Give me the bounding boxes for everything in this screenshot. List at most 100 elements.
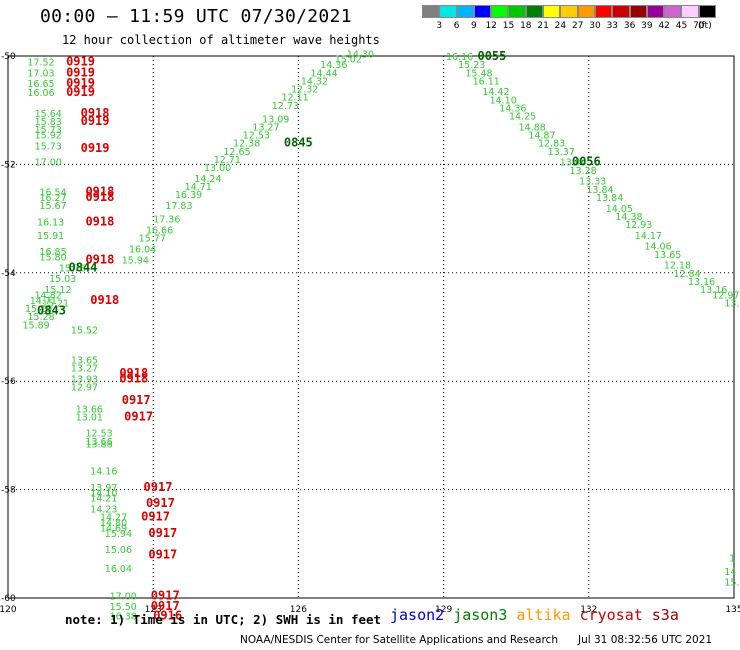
wave-height-value: 14.88	[519, 122, 546, 133]
wave-height-value: 15.19	[25, 304, 52, 315]
wave-height-value: 13.16	[700, 285, 727, 296]
data-labels: 17.5217.0316.6516.0615.6415.8315.7315.92…	[23, 49, 740, 622]
wave-height-value: 13.27	[71, 364, 98, 375]
wave-height-value: 12.65	[223, 147, 250, 158]
wave-height-value: 14.16	[90, 467, 117, 478]
wave-height-value: 14.44	[311, 68, 338, 79]
wave-height-value: 13.84	[596, 193, 623, 204]
chart-subtitle: 12 hour collection of altimeter wave hei…	[62, 33, 380, 47]
wave-height-value: 17.00	[110, 591, 137, 602]
wave-height-value: 14.10	[490, 95, 517, 106]
wave-height-value: 14.30	[347, 49, 374, 60]
wave-height-value: 15.92	[35, 131, 62, 142]
wave-height-value: 14.87	[528, 131, 555, 142]
wave-height-value: 13.44	[560, 158, 587, 169]
wave-height-value: 14.21	[90, 494, 117, 505]
wave-height-value: 15.91	[37, 231, 64, 242]
color-swatch	[422, 5, 440, 18]
x-tick-label: 123	[145, 605, 162, 615]
wave-height-value: 13.65	[71, 356, 98, 367]
color-scale-label: 30	[589, 21, 601, 31]
pass-time-label: 0918	[90, 293, 119, 307]
wave-height-value: 16.04	[129, 244, 156, 255]
wave-height-value: 14.27	[100, 513, 127, 524]
y-tick-label: -50	[1, 52, 16, 62]
wave-height-value: 15.48	[465, 68, 492, 79]
color-swatch	[577, 5, 595, 18]
wave-height-value: 13.33	[579, 177, 606, 188]
wave-height-value: 15.94	[105, 529, 132, 540]
wave-height-value: 13.09	[262, 114, 289, 125]
pass-time-label: 0917	[124, 409, 153, 423]
color-scale-label: 18	[520, 21, 532, 31]
wave-height-value: 14.25	[509, 112, 536, 123]
wave-height-value: 15.67	[39, 201, 66, 212]
grid-lines	[8, 56, 734, 598]
pass-time-label: 0917	[122, 393, 151, 407]
color-swatch	[560, 5, 578, 18]
wave-height-value: 12.38	[233, 139, 260, 150]
wave-height-value: 12.84	[674, 269, 701, 280]
wave-height-value: 13.65	[654, 250, 681, 261]
wave-height-value: 16.66	[146, 225, 173, 236]
wave-height-value: 15.02	[335, 55, 362, 66]
wave-height-value: 14.36	[499, 103, 526, 114]
wave-height-value: 14.71	[30, 296, 57, 307]
wave-height-value: 15.21	[42, 299, 69, 310]
legend-entry: jason3	[453, 606, 508, 624]
wave-height-value: 13.28	[569, 166, 596, 177]
x-tick-label: 126	[290, 605, 307, 615]
wave-height-value: 15.03	[49, 274, 76, 285]
wave-height-value: 16.27	[39, 193, 66, 204]
wave-height-value: 12.71	[214, 155, 241, 166]
pass-time-label: 0844	[69, 260, 98, 274]
wave-height-value: 14.17	[635, 231, 662, 242]
color-swatch	[612, 5, 630, 18]
pass-time-label: 0917	[148, 526, 177, 540]
wave-height-value: 15.06	[105, 545, 132, 556]
legend-entry: cryosat	[579, 606, 643, 624]
pass-time-label: 0918	[85, 185, 114, 199]
wave-height-value: 14.23	[90, 505, 117, 516]
legend-entry: jason2	[390, 606, 445, 624]
color-swatch	[681, 5, 699, 18]
pass-time-label: 0919	[81, 141, 110, 155]
pass-time-label: 0917	[151, 588, 180, 602]
pass-time-label: 0918	[85, 214, 114, 228]
wave-height-value: 13.37	[548, 147, 575, 158]
wave-height-value: 13.66	[76, 404, 103, 415]
wave-height-value: 16.65	[27, 79, 54, 90]
wave-height-value: 17.36	[153, 215, 180, 226]
wave-height-value: 14.24	[194, 174, 221, 185]
color-scale-label: 36	[623, 21, 636, 31]
pass-time-label: 0919	[66, 85, 95, 99]
color-scale-label: 45	[675, 21, 688, 31]
wave-height-value: 13.84	[586, 185, 613, 196]
wave-height-value: 16.13	[37, 217, 64, 228]
pass-time-label: 0918	[119, 371, 148, 385]
wave-height-value: 14.38	[615, 212, 642, 223]
wave-height-value: 13.27	[252, 122, 279, 133]
wave-height-value: 15.83	[35, 117, 62, 128]
color-swatch	[646, 5, 665, 18]
color-swatch	[664, 5, 682, 18]
color-swatch	[525, 5, 544, 18]
legend-entry: s3a	[651, 606, 679, 624]
wave-height-value: 14	[724, 567, 736, 578]
wave-height-value: 15.12	[44, 285, 71, 296]
wave-height-value: 17.52	[27, 57, 54, 68]
wave-height-value: 15.2	[724, 578, 740, 589]
wave-height-value: 16.54	[39, 188, 66, 199]
pass-time-label: 0919	[81, 114, 110, 128]
wave-height-value: 14.71	[185, 182, 212, 193]
color-swatch	[456, 5, 474, 18]
color-scale-label: 15	[502, 21, 515, 31]
axis-tick-labels: 120 123 126 129 132 135 -50 -52 -54 -56 -58 -60	[0, 52, 740, 615]
wave-height-value: 16.39	[175, 190, 202, 201]
wave-height-value: 12.73	[272, 101, 299, 112]
wave-height-value: 16.38	[110, 611, 137, 622]
pass-time-label: 0917	[148, 548, 177, 562]
wave-height-value: 12.32	[291, 85, 318, 96]
color-scale-label: 39	[641, 21, 653, 31]
